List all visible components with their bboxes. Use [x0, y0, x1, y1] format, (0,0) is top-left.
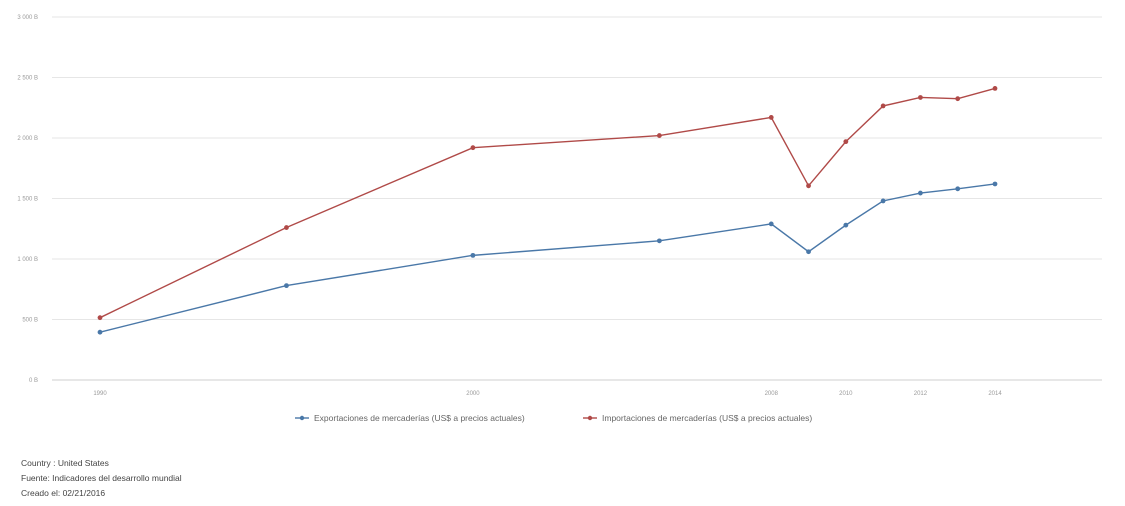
data-point[interactable]	[918, 95, 923, 100]
data-point[interactable]	[284, 283, 289, 289]
y-tick-label: 0 B	[29, 378, 38, 384]
x-axis-ticks: 1990 2000 2008 2010 2012 2014	[93, 391, 1002, 397]
data-point[interactable]	[843, 139, 849, 145]
data-point[interactable]	[843, 222, 849, 228]
data-point[interactable]	[918, 190, 923, 196]
line-chart: 0 B 500 B 1 000 B 1 500 B 2 000 B 2 500 B 3 00…	[17, 15, 1102, 423]
y-tick-label: 2 000 B	[17, 136, 38, 142]
y-tick-label: 500 B	[22, 318, 38, 324]
created-note: Creado el: 02/21/2016	[21, 488, 106, 498]
x-tick-label: 2008	[765, 391, 779, 397]
country-note: Country : United States	[21, 458, 109, 468]
data-point[interactable]	[880, 103, 886, 109]
data-point[interactable]	[955, 96, 961, 102]
series-lines	[97, 85, 998, 335]
source-note: Fuente: Indicadores del desarrollo mundi…	[21, 473, 182, 483]
data-point[interactable]	[806, 249, 811, 255]
y-axis-ticks: 0 B 500 B 1 000 B 1 500 B 2 000 B 2 500 B 3 00…	[17, 15, 38, 384]
data-point[interactable]	[656, 133, 662, 138]
data-point[interactable]	[992, 85, 998, 91]
gridlines	[52, 16, 1102, 381]
series-line-exports	[99, 183, 996, 333]
x-tick-label: 2000	[466, 391, 480, 397]
y-tick-label: 1 500 B	[17, 197, 38, 203]
data-point[interactable]	[284, 225, 289, 230]
legend[interactable]: Exportaciones de mercaderías (US$ a prec…	[295, 413, 812, 423]
data-point[interactable]	[470, 252, 476, 258]
y-tick-label: 2 500 B	[17, 76, 38, 82]
x-tick-label: 2012	[914, 391, 928, 397]
data-point[interactable]	[97, 329, 103, 335]
data-point[interactable]	[992, 181, 998, 187]
chart-notes: Country : United States Fuente: Indicado…	[21, 456, 182, 501]
data-point[interactable]	[768, 221, 774, 227]
data-point[interactable]	[880, 198, 886, 204]
series-line-imports	[99, 87, 996, 319]
legend-swatch-dot	[587, 415, 593, 421]
y-tick-label: 1 000 B	[17, 257, 38, 263]
y-tick-label: 3 000 B	[17, 15, 38, 21]
legend-swatch-dot	[299, 415, 305, 421]
data-point[interactable]	[806, 183, 811, 189]
legend-item-label[interactable]: Exportaciones de mercaderías (US$ a prec…	[314, 413, 525, 423]
data-point[interactable]	[955, 186, 961, 192]
data-point[interactable]	[656, 238, 662, 244]
x-tick-label: 1990	[93, 391, 107, 397]
x-tick-label: 2014	[988, 391, 1002, 397]
data-point[interactable]	[97, 315, 103, 321]
data-point[interactable]	[470, 145, 476, 151]
data-point[interactable]	[768, 115, 774, 120]
x-tick-label: 2010	[839, 391, 853, 397]
legend-item-label[interactable]: Importaciones de mercaderías (US$ a prec…	[602, 413, 812, 423]
